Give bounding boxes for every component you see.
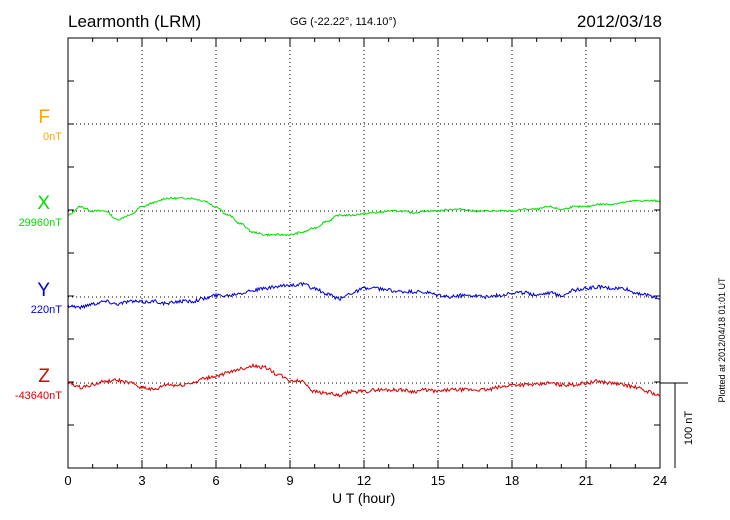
x-tick-label: 6 <box>212 473 220 488</box>
data-traces <box>67 196 661 398</box>
station-title: Learmonth (LRM) <box>68 12 202 31</box>
baseline-label-y: 220nT <box>30 304 62 316</box>
component-label-f: F <box>38 107 50 128</box>
plotted-timestamp: Plotted at 2012/04/18 01:01 UT <box>717 277 727 403</box>
x-tick-label: 15 <box>430 473 446 488</box>
x-tick-label: 12 <box>356 473 372 488</box>
baseline-label-f: 0nT <box>43 131 62 143</box>
x-tick-label: 24 <box>652 473 668 488</box>
grid-lines <box>68 38 660 468</box>
station-coordinates: GG (-22.22°, 114.10°) <box>290 16 397 28</box>
baseline-label-x: 29960nT <box>18 217 62 229</box>
x-axis-label: U T (hour) <box>332 490 396 506</box>
trace-y <box>67 281 661 310</box>
trace-z <box>67 362 660 398</box>
component-label-y: Y <box>37 280 50 301</box>
x-tick-label: 18 <box>504 473 520 488</box>
x-tick-label: 9 <box>286 473 294 488</box>
x-tick-label: 21 <box>578 473 594 488</box>
baseline-label-z: -43640nT <box>14 390 62 402</box>
component-label-x: X <box>37 193 50 214</box>
plot-frame <box>67 37 661 469</box>
scale-bar: 100 nT <box>660 382 695 468</box>
scale-bar-label: 100 nT <box>683 411 695 446</box>
trace-x <box>67 196 661 237</box>
x-tick-label: 0 <box>64 473 72 488</box>
plot-date: 2012/03/18 <box>576 12 662 31</box>
x-tick-label: 3 <box>138 473 146 488</box>
component-label-z: Z <box>38 366 50 387</box>
